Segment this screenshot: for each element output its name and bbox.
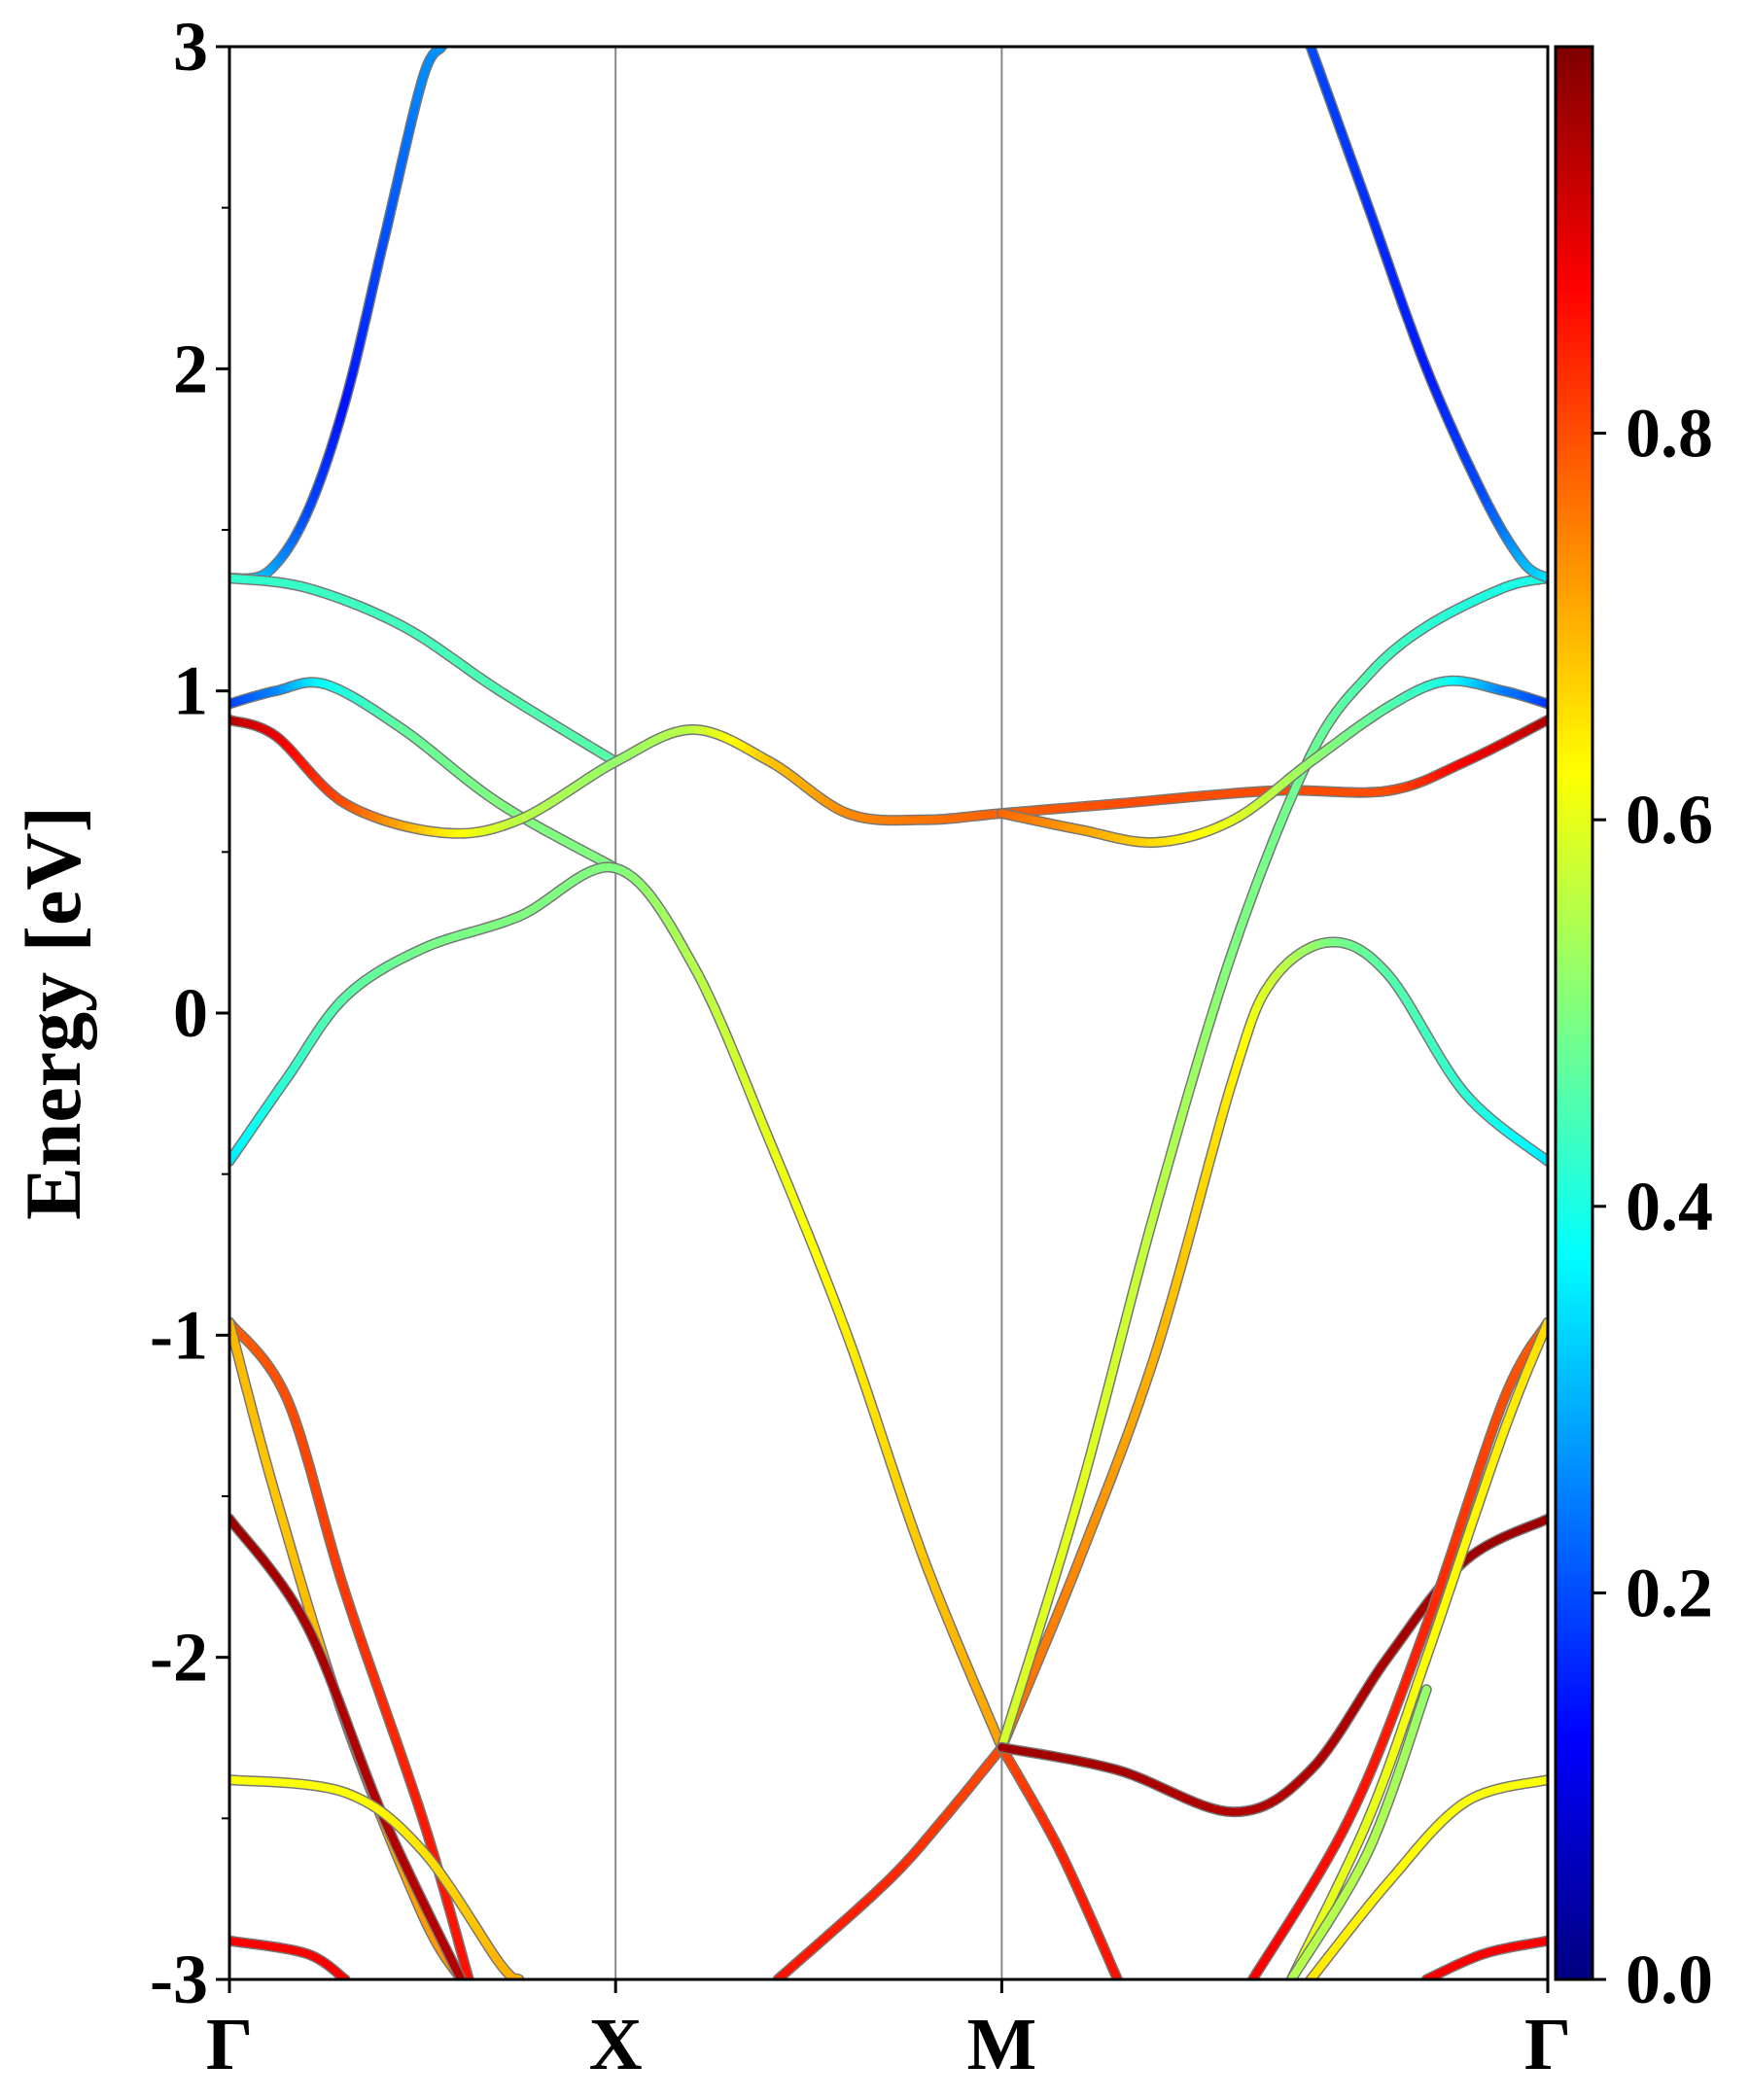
band-outline [772,1741,1007,1979]
y-tick-label: 2 [173,330,208,407]
band-15 [996,1741,1123,1979]
band-7 [996,675,1548,849]
plot-frame [228,45,1550,1981]
y-tick-label: 3 [173,8,208,86]
band-11 [229,1513,467,1979]
band-2 [229,677,621,874]
band-6 [996,573,1548,1753]
y-tick-label: -2 [150,1619,208,1697]
band-0 [229,47,447,584]
colorbar: 0.0 0.2 0.4 0.6 0.8 [1554,45,1713,2018]
band-4 [229,861,1007,1753]
y-axis-title: Energy [eV] [9,806,97,1220]
band-segment [1419,1685,1431,1700]
colorbar-ticks: 0.0 0.2 0.4 0.6 0.8 [1592,395,1713,2018]
band-14 [772,1741,1007,1979]
x-tick-label: Γ [206,2004,253,2085]
y-tick-label: 0 [173,974,208,1052]
band-outline [996,936,1548,1753]
colorbar-gradient [1554,45,1594,1981]
band-outline [229,573,621,768]
colorbar-tick-label: 0.8 [1626,395,1713,472]
band-9 [229,1316,474,1979]
band-5 [996,936,1548,1753]
band-outline [229,1316,467,1979]
band-20 [1305,1774,1548,1979]
band-13 [229,1935,351,1979]
band-16 [996,1513,1548,1818]
band-10 [229,1316,467,1979]
band-19 [1285,1684,1432,1979]
band-outline [996,573,1548,1753]
band-17 [1247,1316,1548,1979]
high-symmetry-lines [614,47,1003,1979]
band-1 [229,573,621,768]
band-8 [1305,47,1548,584]
colorbar-tick-label: 0.4 [1626,1168,1713,1245]
y-tick-label: -3 [150,1941,208,2018]
y-axis: 3 2 1 0 -1 -2 -3 [150,8,229,2018]
band-21 [1420,1935,1548,1979]
band-3 [229,715,1548,839]
x-tick-label: Γ [1524,2004,1571,2085]
colorbar-tick-label: 0.6 [1626,781,1713,858]
x-tick-label: X [589,2004,643,2085]
colorbar-tick-label: 0.2 [1626,1554,1713,1631]
colorbar-tick-label: 0.0 [1626,1941,1713,2018]
band-lines [229,47,1548,1979]
band-outline [229,1316,474,1979]
y-tick-label: 1 [173,652,208,730]
x-tick-label: M [967,2004,1037,2085]
band-outline [1305,47,1548,584]
band-18 [1285,1316,1548,1979]
y-tick-label: -1 [150,1296,208,1374]
